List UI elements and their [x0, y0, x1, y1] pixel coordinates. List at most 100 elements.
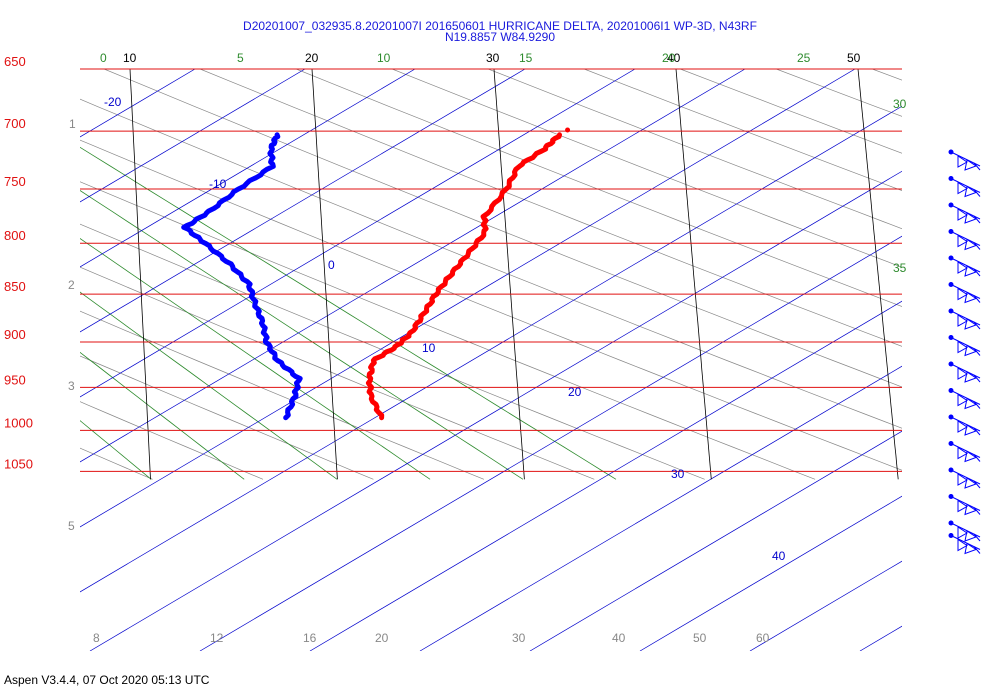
dry-adiabat-label: 2 [68, 278, 75, 292]
mixing-ratio-lines [80, 69, 1000, 651]
dry-adiabat-line [80, 310, 485, 480]
dry-adiabat-line [80, 355, 374, 480]
wind-barb [948, 467, 981, 489]
wind-barb [948, 229, 981, 251]
isotherm-label: 40 [667, 51, 681, 65]
dry-adiabat-label: 50 [693, 631, 707, 645]
chart-title: D20201007_032935.8.20201007I 201650601 H… [243, 19, 757, 33]
dry-adiabat-line [775, 69, 902, 117]
mixing-ratio-line [80, 69, 196, 138]
mixing-ratio-line [89, 170, 902, 651]
dry-adiabat-line [80, 401, 264, 480]
isotherm-label: 50 [847, 51, 861, 65]
isotherm-lines [129, 69, 899, 480]
isotherm-line [493, 69, 525, 480]
dry-adiabat-lines [0, 29, 1000, 480]
moist-adiabat-line [80, 238, 431, 480]
moist-adiabat-label: 20 [662, 51, 676, 65]
wind-barb [948, 414, 981, 436]
moist-adiabat-lines [80, 146, 617, 480]
wind-barb [948, 308, 981, 330]
mixing-ratio-line [199, 235, 902, 651]
isotherm-label: 30 [486, 51, 500, 65]
moist-adiabat-label: 35 [893, 261, 907, 275]
moist-adiabat-line [80, 190, 524, 480]
dry-adiabat-line [80, 447, 153, 480]
mixing-ratio-line [80, 69, 306, 203]
wind-barb-column [948, 149, 981, 555]
moist-adiabat-line [80, 420, 152, 480]
isotherm-line [129, 69, 151, 480]
wind-barb [948, 255, 981, 277]
mixing-ratio-line [419, 365, 902, 651]
moist-adiabat-line [80, 291, 338, 480]
mixing-ratio-line [529, 430, 902, 651]
temperature-trace [365, 132, 562, 421]
pressure-label: 1050 [4, 456, 33, 471]
mixing-ratio-line [970, 69, 1000, 651]
mixing-ratio-line [859, 625, 902, 651]
pressure-label: 1000 [4, 415, 33, 430]
mixing-ratio-label: -20 [104, 95, 122, 109]
dry-adiabat-line [487, 69, 902, 230]
dry-adiabat-line [80, 98, 902, 429]
dry-adiabat-line [80, 181, 816, 480]
sounding-traces [181, 127, 571, 421]
isotherm-label: 20 [305, 51, 319, 65]
mixing-ratio-label: 20 [568, 385, 582, 399]
dry-adiabat-label: 8 [93, 631, 100, 645]
dry-adiabat-line [871, 69, 902, 81]
dry-adiabat-line [80, 139, 902, 471]
dry-adiabat-line [103, 69, 902, 388]
moist-adiabat-line [80, 351, 245, 480]
moist-adiabat-label: 0 [100, 51, 107, 65]
moist-adiabat-line [80, 146, 617, 480]
mixing-ratio-line [80, 69, 856, 528]
dry-adiabat-line [862, 29, 1000, 479]
pressure-label: 950 [4, 372, 26, 387]
moist-adiabat-label: 10 [377, 51, 391, 65]
pressure-label: 750 [4, 174, 26, 189]
dry-adiabat-label: 1 [69, 117, 76, 131]
isobar-lines [80, 68, 902, 472]
dry-adiabat-label: 40 [612, 631, 626, 645]
dry-adiabat-line [957, 29, 1000, 479]
wind-barb [948, 282, 981, 304]
mixing-ratio-line [80, 69, 416, 268]
dry-adiabat-label: 30 [512, 631, 526, 645]
mixing-ratio-label: 0 [328, 258, 335, 272]
mixing-ratio-line [80, 105, 902, 593]
dry-adiabat-label: 16 [303, 631, 317, 645]
wind-barb [948, 176, 981, 198]
wind-barb [948, 202, 981, 224]
mixing-ratio-line [80, 69, 526, 333]
dry-adiabat-label: 60 [756, 631, 770, 645]
pressure-axis-labels: 650 700 750 800 850 900 950 1000 1050 [4, 54, 33, 471]
mixing-ratio-line [639, 495, 902, 651]
wind-barb [948, 149, 981, 171]
isotherm-line [675, 69, 712, 480]
grid-line-labels: 10 20 30 40 500 5 10 15 20 253035-20-100102030401… [68, 51, 907, 645]
dry-adiabat-line [199, 69, 902, 347]
isotherm-line [311, 69, 338, 480]
dry-adiabat-line [583, 69, 902, 192]
dry-adiabat-line [295, 69, 902, 307]
pressure-label: 650 [4, 54, 26, 69]
moist-adiabat-label: 25 [797, 51, 811, 65]
dry-adiabat-label: 5 [68, 519, 75, 533]
mixing-ratio-line [309, 300, 902, 651]
dry-adiabat-line [0, 29, 42, 479]
temperature-trace-end-marker [565, 127, 571, 133]
wind-barb [948, 533, 981, 555]
isotherm-line [857, 69, 899, 480]
mixing-ratio-label: 30 [671, 467, 685, 481]
moist-adiabat-label: 15 [519, 51, 533, 65]
moist-adiabat-label: 5 [237, 51, 244, 65]
pressure-label: 900 [4, 327, 26, 342]
isotherm-label: 10 [123, 51, 137, 65]
wind-barb [948, 361, 981, 383]
wind-barb [948, 441, 981, 463]
mixing-ratio-label: 10 [422, 341, 436, 355]
mixing-ratio-line [80, 69, 636, 398]
